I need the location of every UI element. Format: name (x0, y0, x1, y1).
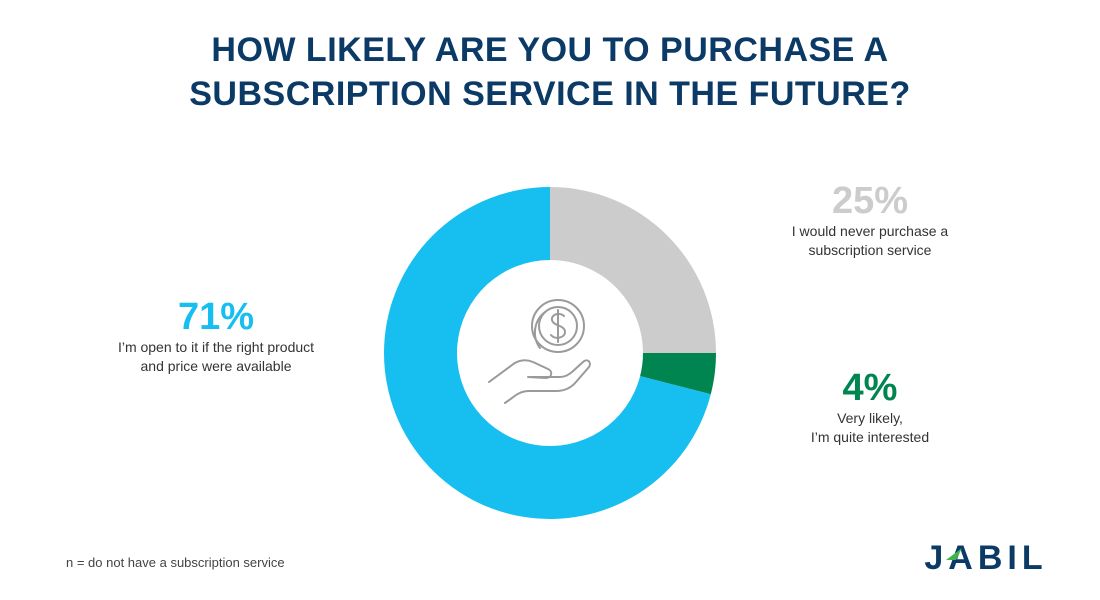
label-very-likely: 4% Very likely, I’m quite interested (770, 367, 970, 447)
desc-open-line-2: and price were available (140, 358, 292, 374)
chart-title: HOW LIKELY ARE YOU TO PURCHASE A SUBSCRI… (0, 28, 1100, 116)
desc-likely: Very likely, I’m quite interested (770, 409, 970, 447)
jabil-logo-text: JABIL (924, 539, 1047, 576)
donut-slices (383, 187, 716, 519)
chart-title-line-1: HOW LIKELY ARE YOU TO PURCHASE A (211, 31, 889, 69)
desc-open-line-1: I’m open to it if the right product (117, 339, 315, 355)
pct-never: 25% (831, 180, 909, 222)
donut-slice-never (550, 187, 716, 353)
pct-open: 71% (177, 296, 255, 338)
desc-likely-line-2: I’m quite interested (810, 429, 930, 445)
chart-title-line-2: SUBSCRIPTION SERVICE IN THE FUTURE? (189, 75, 911, 113)
donut-slice-open (383, 187, 711, 519)
desc-never-line-1: I would never purchase a (791, 223, 949, 239)
label-would-never: 25% I would never purchase a subscriptio… (770, 180, 970, 260)
coin-on-hand-icon (488, 299, 591, 404)
pct-likely: 4% (842, 367, 898, 409)
donut-slice-likely (640, 353, 716, 395)
desc-never-line-2: subscription service (808, 242, 932, 258)
jabil-logo: JABIL (924, 539, 1047, 576)
desc-likely-line-1: Very likely, (837, 410, 903, 426)
footnote: n = do not have a subscription service (66, 555, 285, 570)
jabil-logo-accent (946, 548, 962, 560)
desc-never: I would never purchase a subscription se… (770, 222, 970, 260)
desc-open: I’m open to it if the right product and … (96, 338, 336, 376)
label-open-to-it: 71% I’m open to it if the right product … (96, 296, 336, 376)
